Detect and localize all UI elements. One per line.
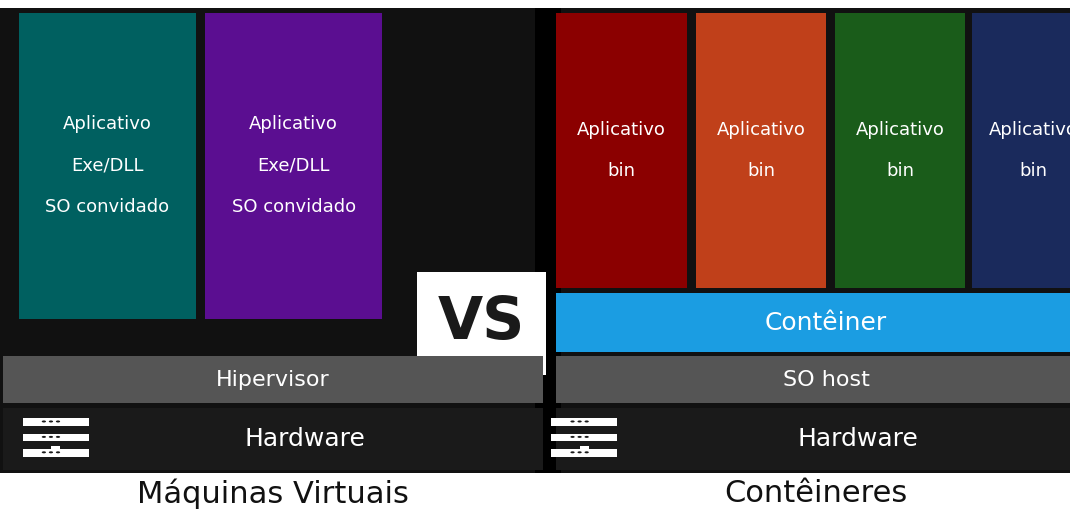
FancyBboxPatch shape: [972, 13, 1086, 288]
FancyBboxPatch shape: [535, 8, 560, 473]
Circle shape: [55, 451, 60, 453]
FancyBboxPatch shape: [20, 13, 195, 319]
FancyBboxPatch shape: [552, 418, 617, 426]
FancyBboxPatch shape: [835, 13, 965, 288]
Circle shape: [41, 451, 46, 453]
Circle shape: [584, 436, 589, 438]
FancyBboxPatch shape: [3, 356, 543, 403]
FancyBboxPatch shape: [556, 356, 1086, 403]
FancyBboxPatch shape: [556, 293, 1086, 352]
Text: SO host: SO host: [783, 370, 870, 390]
Text: Hardware: Hardware: [798, 427, 919, 451]
FancyBboxPatch shape: [205, 13, 382, 319]
Text: Aplicativo

Exe/DLL

SO convidado: Aplicativo Exe/DLL SO convidado: [46, 115, 169, 216]
Text: Aplicativo

bin: Aplicativo bin: [856, 121, 945, 180]
Circle shape: [578, 436, 582, 438]
Circle shape: [49, 436, 53, 438]
FancyBboxPatch shape: [23, 434, 89, 441]
Circle shape: [41, 420, 46, 423]
Text: Contêiner: Contêiner: [765, 310, 887, 335]
Circle shape: [578, 451, 582, 453]
Text: Hardware: Hardware: [244, 427, 365, 451]
Text: Aplicativo

bin: Aplicativo bin: [578, 121, 666, 180]
Circle shape: [49, 451, 53, 453]
Text: Hipervisor: Hipervisor: [216, 370, 330, 390]
FancyBboxPatch shape: [556, 408, 1086, 470]
Circle shape: [570, 451, 574, 453]
FancyBboxPatch shape: [696, 13, 826, 288]
FancyBboxPatch shape: [417, 272, 546, 375]
FancyBboxPatch shape: [552, 449, 617, 456]
Text: Máquinas Virtuais: Máquinas Virtuais: [137, 478, 408, 509]
Text: VS: VS: [438, 295, 526, 351]
Circle shape: [584, 420, 589, 423]
FancyBboxPatch shape: [0, 8, 1070, 473]
FancyBboxPatch shape: [552, 434, 617, 441]
Circle shape: [49, 420, 53, 423]
Circle shape: [570, 420, 574, 423]
FancyBboxPatch shape: [23, 418, 89, 426]
FancyBboxPatch shape: [23, 449, 89, 456]
FancyBboxPatch shape: [580, 446, 589, 452]
FancyBboxPatch shape: [3, 408, 543, 470]
FancyBboxPatch shape: [51, 446, 61, 452]
Circle shape: [41, 436, 46, 438]
Text: Contêineres: Contêineres: [724, 479, 907, 508]
Text: Aplicativo

Exe/DLL

SO convidado: Aplicativo Exe/DLL SO convidado: [231, 115, 356, 216]
Circle shape: [55, 436, 60, 438]
FancyBboxPatch shape: [36, 452, 76, 455]
Circle shape: [578, 420, 582, 423]
Text: Aplicativo

bin: Aplicativo bin: [989, 121, 1078, 180]
FancyBboxPatch shape: [556, 13, 687, 288]
Circle shape: [55, 420, 60, 423]
Circle shape: [570, 436, 574, 438]
Text: Aplicativo

bin: Aplicativo bin: [717, 121, 806, 180]
Circle shape: [584, 451, 589, 453]
FancyBboxPatch shape: [565, 452, 604, 455]
